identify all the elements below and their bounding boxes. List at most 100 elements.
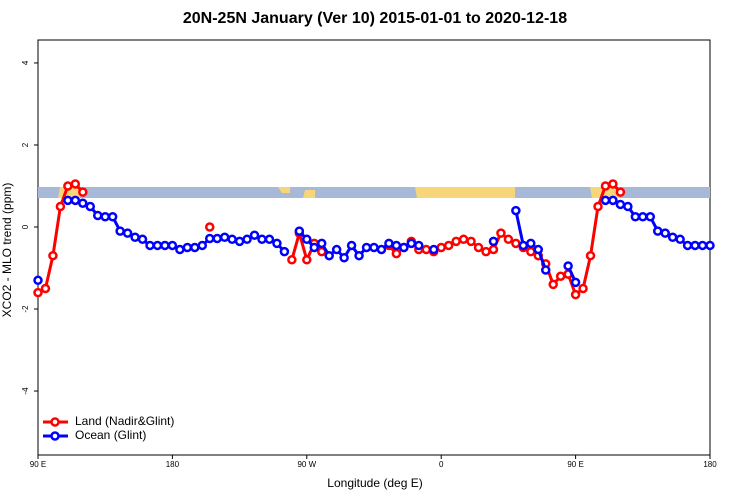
point (600, 181, 611, 191)
point (182, 242, 193, 253)
point (615, 187, 626, 197)
point (33, 287, 43, 298)
point (511, 205, 521, 216)
point (100, 211, 110, 222)
point (414, 240, 424, 251)
point (354, 250, 364, 261)
point (570, 277, 581, 288)
point (302, 234, 312, 245)
point (242, 234, 252, 245)
point (316, 238, 327, 249)
point (152, 240, 163, 251)
point (234, 236, 245, 247)
point (667, 232, 678, 242)
point (175, 244, 185, 255)
point (630, 211, 641, 222)
point (488, 244, 499, 255)
y-tick-label: -4 (21, 387, 30, 395)
x-tick-label: 90 E (30, 460, 46, 469)
point (540, 265, 551, 275)
chart-title: 20N-25N January (Ver 10) 2015-01-01 to 2… (183, 10, 567, 27)
legend-label: Ocean (Glint) (75, 428, 146, 442)
point (287, 255, 297, 265)
point (279, 246, 290, 257)
point (227, 234, 237, 245)
point (593, 201, 603, 212)
point (496, 228, 506, 238)
point (384, 238, 394, 249)
point (92, 210, 103, 221)
y-tick-label: 0 (21, 224, 30, 229)
point (302, 255, 312, 265)
point (421, 244, 432, 255)
point (511, 238, 521, 249)
point (137, 234, 148, 245)
point (107, 211, 118, 222)
point (122, 228, 133, 238)
x-tick-label: 180 (703, 460, 717, 469)
legend-label: Land (Nadir&Glint) (75, 414, 174, 428)
point (85, 201, 96, 212)
point (78, 198, 88, 208)
point (212, 233, 222, 244)
point (428, 244, 439, 255)
point (130, 232, 140, 242)
point (204, 222, 215, 232)
point (615, 199, 626, 210)
point (443, 240, 454, 251)
map-strip (38, 187, 710, 198)
point (257, 234, 267, 245)
point (339, 253, 349, 263)
point (40, 283, 51, 294)
y-tick-label: -2 (21, 305, 30, 313)
point (585, 250, 596, 261)
point (563, 261, 573, 271)
point (145, 240, 155, 251)
point (167, 240, 178, 251)
point (503, 234, 514, 245)
point (309, 242, 320, 253)
point (160, 240, 170, 251)
point (294, 226, 305, 236)
point (115, 226, 125, 236)
point (526, 246, 536, 257)
point (219, 232, 230, 242)
point (458, 234, 469, 245)
y-tick-label: 4 (21, 60, 30, 65)
point (376, 244, 387, 255)
point (675, 234, 685, 245)
point (369, 242, 379, 253)
x-axis-label: Longitude (deg E) (327, 476, 422, 490)
point (391, 248, 402, 259)
point (638, 211, 648, 222)
point (70, 195, 81, 206)
point (48, 250, 58, 261)
point (399, 242, 409, 253)
point (608, 179, 618, 189)
point (451, 236, 461, 247)
point (652, 226, 663, 236)
point (705, 240, 715, 251)
point (78, 187, 88, 197)
y-axis-label: XCO2 - MLO trend (ppm) (0, 183, 14, 318)
x-tick-label: 180 (166, 460, 180, 469)
point (63, 195, 73, 206)
point (660, 228, 670, 238)
point (548, 279, 558, 290)
point (197, 240, 208, 251)
point (406, 238, 417, 249)
point (190, 242, 200, 253)
point (264, 234, 275, 245)
point (481, 246, 491, 257)
x-tick-label: 0 (439, 460, 444, 469)
point (578, 283, 588, 294)
point (70, 179, 81, 189)
point (570, 289, 581, 300)
point (555, 271, 566, 281)
point (697, 240, 708, 251)
point (473, 242, 484, 253)
point (533, 244, 544, 255)
point (690, 240, 700, 251)
point (55, 201, 66, 212)
